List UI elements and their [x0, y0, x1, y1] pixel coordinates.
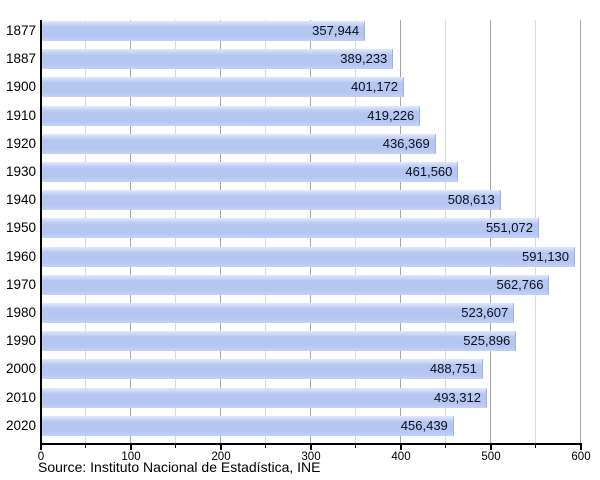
bar-row: 1970 562,766 — [6, 274, 582, 302]
x-axis-tick-major — [220, 445, 222, 450]
bar-value-label: 357,944 — [312, 23, 360, 38]
plot-area: 1877 357,944 1887 389,233 1900 401,172 1910 419… — [6, 20, 582, 445]
x-axis-tick-label: 200 — [211, 451, 231, 463]
bar: 419,226 — [42, 105, 421, 126]
bar-row: 1940 508,613 — [6, 189, 582, 217]
bar-value-label: 591,130 — [522, 248, 570, 264]
bar-value-label: 401,172 — [351, 79, 399, 95]
x-axis-tick-major — [310, 445, 312, 450]
bar-row: 1930 461,560 — [6, 161, 582, 189]
year-label: 1940 — [5, 192, 36, 208]
year-label: 1930 — [5, 164, 36, 179]
bar-row: 1877 357,944 — [6, 20, 582, 48]
bar-value-label: 551,072 — [485, 220, 533, 236]
bar: 525,896 — [42, 331, 517, 352]
year-label: 1900 — [5, 79, 36, 95]
x-axis-tick-label: 300 — [301, 451, 321, 463]
bar: 401,172 — [42, 77, 405, 98]
x-axis-tick-minor — [445, 445, 446, 448]
bar-row: 1950 551,072 — [6, 217, 582, 245]
x-axis-tick-major — [580, 445, 582, 450]
bar-value-label: 456,439 — [400, 417, 448, 433]
bar-row: 1960 591,130 — [6, 246, 582, 274]
bar-row: 1980 523,607 — [6, 302, 582, 330]
bar-row: 1910 419,226 — [6, 105, 582, 133]
x-axis-tick-label: 500 — [481, 451, 501, 463]
bar-value-label: 493,312 — [433, 389, 481, 405]
year-label: 1960 — [5, 248, 36, 264]
bar-row: 2000 488,751 — [6, 358, 582, 386]
x-axis-tick-label: 600 — [571, 451, 591, 463]
bar-value-label: 436,369 — [382, 135, 430, 151]
year-label: 1910 — [5, 107, 36, 123]
x-axis-tick-minor — [85, 445, 86, 448]
bar: 551,072 — [42, 218, 539, 239]
bar: 523,607 — [42, 303, 515, 323]
bar-value-label: 488,751 — [429, 361, 477, 377]
bar: 456,439 — [42, 415, 454, 436]
year-label: 1980 — [5, 305, 36, 320]
year-label: 2010 — [5, 389, 36, 405]
x-axis-tick-label: 100 — [121, 451, 141, 463]
bar-value-label: 508,613 — [447, 192, 495, 208]
bar-row: 2010 493,312 — [6, 387, 582, 415]
bar-value-label: 562,766 — [496, 276, 544, 292]
bar-value-label: 461,560 — [405, 164, 453, 179]
year-label: 2000 — [5, 361, 36, 377]
bar-row: 1920 436,369 — [6, 133, 582, 161]
bar-row: 1990 525,896 — [6, 330, 582, 358]
year-label: 1887 — [5, 51, 36, 67]
year-label: 1920 — [5, 135, 36, 151]
bar: 389,233 — [42, 49, 394, 70]
bar: 461,560 — [42, 162, 459, 182]
bar: 357,944 — [42, 21, 366, 41]
bar-row: 2020 456,439 — [6, 415, 582, 443]
bar: 488,751 — [42, 359, 483, 380]
x-axis-tick-major — [400, 445, 402, 450]
year-label: 1877 — [5, 23, 36, 38]
x-axis-tick-major — [130, 445, 132, 450]
year-label: 1990 — [5, 333, 36, 349]
bar: 562,766 — [42, 274, 550, 295]
bar-value-label: 389,233 — [340, 51, 388, 67]
bar-row: 1887 389,233 — [6, 48, 582, 76]
year-label: 1950 — [5, 220, 36, 236]
bar-value-label: 419,226 — [367, 107, 415, 123]
x-axis-tick-label: 0 — [37, 451, 45, 463]
bar: 508,613 — [42, 190, 501, 211]
bar-value-label: 525,896 — [463, 333, 511, 349]
year-label: 2020 — [5, 417, 36, 433]
bar: 436,369 — [42, 133, 436, 154]
x-axis-tick-major — [40, 445, 42, 450]
x-axis-tick-major — [490, 445, 492, 450]
grid-line-major — [580, 20, 581, 443]
x-axis: 0 100 200 300 400 500 600 — [37, 445, 591, 467]
x-axis-tick-minor — [175, 445, 176, 448]
bar: 591,130 — [42, 246, 576, 267]
bar: 493,312 — [42, 387, 487, 408]
x-axis-tick-label: 400 — [391, 451, 411, 463]
source-note: Source: Instituto Nacional de Estadístic… — [38, 459, 321, 475]
x-axis-tick-minor — [355, 445, 356, 448]
bar-row: 1900 401,172 — [6, 76, 582, 104]
x-axis-tick-minor — [265, 445, 266, 448]
year-label: 1970 — [5, 276, 36, 292]
bar-value-label: 523,607 — [461, 305, 509, 320]
x-axis-tick-minor — [535, 445, 536, 448]
